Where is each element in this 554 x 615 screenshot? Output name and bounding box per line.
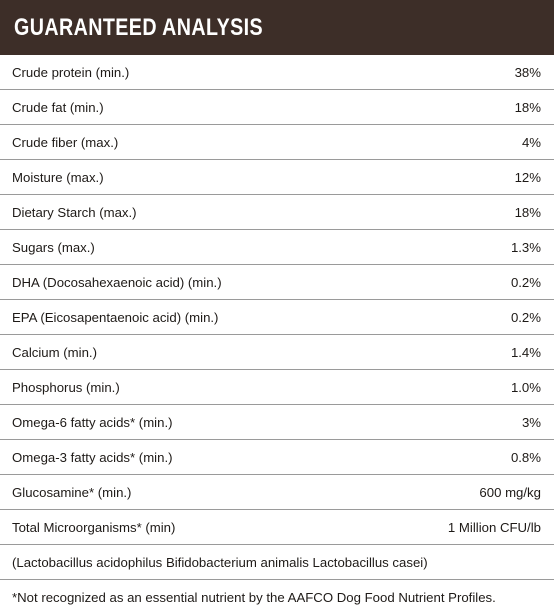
nutrient-value: 18% bbox=[514, 99, 541, 115]
table-row: Calcium (min.) 1.4% bbox=[0, 335, 554, 370]
nutrient-value: 0.2% bbox=[510, 274, 541, 290]
page-title: GUARANTEED ANALYSIS bbox=[14, 13, 264, 41]
nutrient-value: 0.2% bbox=[510, 309, 541, 325]
table-row: Glucosamine* (min.) 600 mg/kg bbox=[0, 475, 554, 510]
nutrient-value: 1.4% bbox=[510, 344, 541, 360]
table-row: Omega-6 fatty acids* (min.) 3% bbox=[0, 405, 554, 440]
nutrient-value: 12% bbox=[514, 169, 541, 185]
nutrient-label: Crude protein (min.) bbox=[12, 64, 130, 80]
nutrient-label: Crude fiber (max.) bbox=[12, 134, 119, 150]
nutrient-label: Dietary Starch (max.) bbox=[12, 204, 137, 220]
table-row: Dietary Starch (max.) 18% bbox=[0, 195, 554, 230]
nutrient-label: Omega-6 fatty acids* (min.) bbox=[12, 414, 173, 430]
nutrient-value: 18% bbox=[514, 204, 541, 220]
table-row: Moisture (max.) 12% bbox=[0, 160, 554, 195]
table-row: Phosphorus (min.) 1.0% bbox=[0, 370, 554, 405]
table-row: Crude fiber (max.) 4% bbox=[0, 125, 554, 160]
nutrient-label: DHA (Docosahexaenoic acid) (min.) bbox=[12, 274, 222, 290]
footnote: *Not recognized as an essential nutrient… bbox=[12, 590, 496, 605]
table-row: DHA (Docosahexaenoic acid) (min.) 0.2% bbox=[0, 265, 554, 300]
table-row: Total Microorganisms* (min) 1 Million CF… bbox=[0, 510, 554, 545]
organisms-note: (Lactobacillus acidophilus Bifidobacteri… bbox=[0, 545, 554, 580]
nutrient-label: Sugars (max.) bbox=[12, 239, 95, 255]
analysis-table: Crude protein (min.) 38% Crude fat (min.… bbox=[0, 55, 554, 580]
nutrient-label: Glucosamine* (min.) bbox=[12, 484, 132, 500]
nutrient-label: Omega-3 fatty acids* (min.) bbox=[12, 449, 173, 465]
nutrient-value: 600 mg/kg bbox=[479, 484, 541, 500]
nutrient-label: Calcium (min.) bbox=[12, 344, 97, 360]
table-row: Crude protein (min.) 38% bbox=[0, 55, 554, 90]
table-row: Crude fat (min.) 18% bbox=[0, 90, 554, 125]
nutrient-value: 0.8% bbox=[510, 449, 541, 465]
analysis-header: GUARANTEED ANALYSIS bbox=[0, 0, 554, 55]
nutrient-value: 1.3% bbox=[510, 239, 541, 255]
nutrient-label: Phosphorus (min.) bbox=[12, 379, 120, 395]
nutrient-label: Moisture (max.) bbox=[12, 169, 104, 185]
nutrient-label: Crude fat (min.) bbox=[12, 99, 104, 115]
nutrient-value: 38% bbox=[514, 64, 541, 80]
table-row: Sugars (max.) 1.3% bbox=[0, 230, 554, 265]
nutrient-value: 1 Million CFU/lb bbox=[447, 519, 541, 535]
nutrient-value: 4% bbox=[521, 134, 541, 150]
table-row: Omega-3 fatty acids* (min.) 0.8% bbox=[0, 440, 554, 475]
nutrient-label: Total Microorganisms* (min) bbox=[12, 519, 176, 535]
nutrient-label: EPA (Eicosapentaenoic acid) (min.) bbox=[12, 309, 219, 325]
nutrient-value: 3% bbox=[521, 414, 541, 430]
nutrient-value: 1.0% bbox=[510, 379, 541, 395]
table-row: EPA (Eicosapentaenoic acid) (min.) 0.2% bbox=[0, 300, 554, 335]
